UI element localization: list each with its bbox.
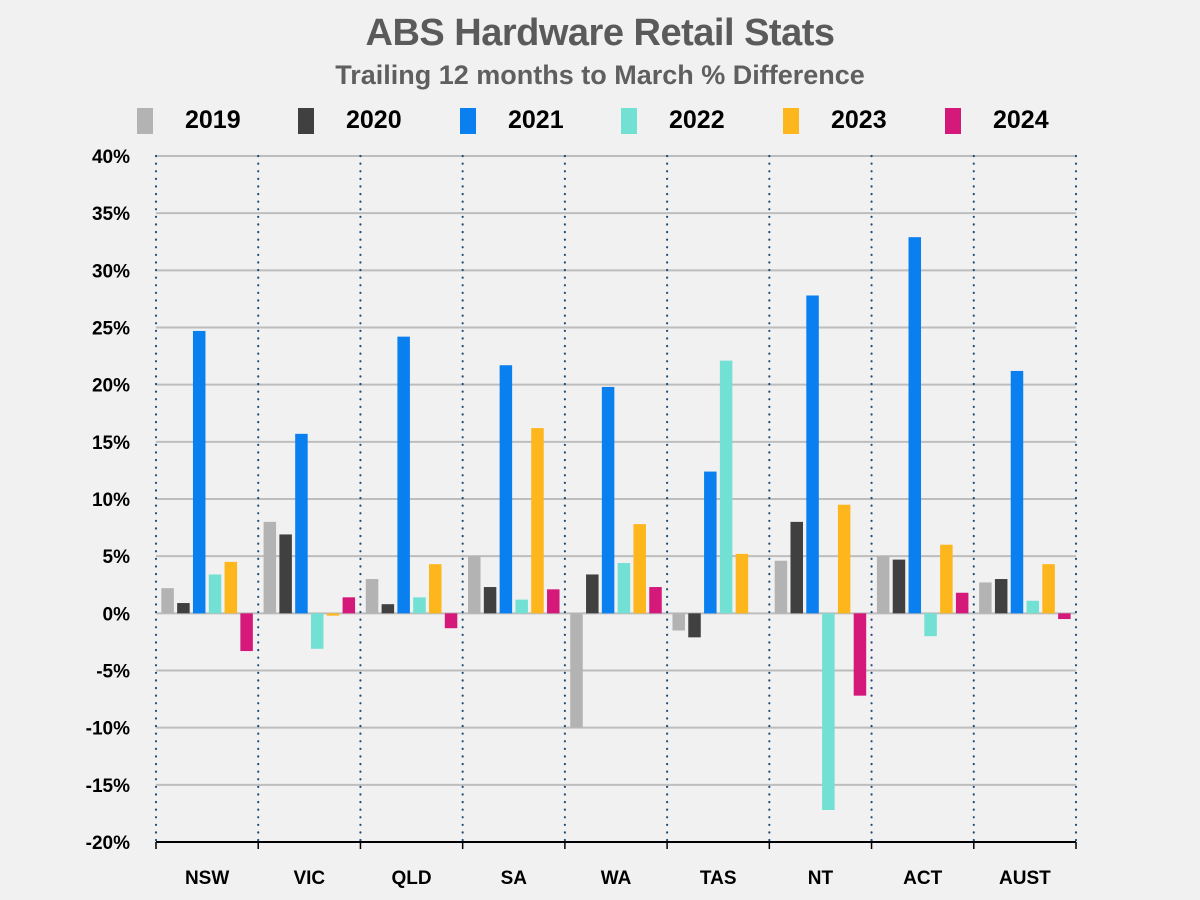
x-tick-label: SA xyxy=(501,868,528,889)
bar-2023-WA xyxy=(633,524,646,614)
bar-2021-ACT xyxy=(908,237,922,614)
bar-2020-QLD xyxy=(381,604,395,614)
bar-2023-QLD xyxy=(429,564,442,614)
bar-2019-SA xyxy=(468,556,481,614)
bar-2022-QLD xyxy=(413,597,426,614)
y-tick-label: -5% xyxy=(96,662,130,683)
x-tick-label: NT xyxy=(808,868,834,889)
bar-2020-SA xyxy=(483,587,497,614)
bar-2022-NSW xyxy=(208,574,222,614)
legend-label: 2021 xyxy=(508,106,564,134)
bar-2020-VIC xyxy=(279,534,292,614)
bar-2020-WA xyxy=(586,574,599,614)
bar-2021-VIC xyxy=(295,433,308,614)
y-tick-label: 35% xyxy=(92,204,130,225)
bar-2024-WA xyxy=(649,587,662,614)
gridlines xyxy=(156,155,1076,786)
bar-2019-QLD xyxy=(365,579,379,614)
x-tick-label: TAS xyxy=(700,868,737,889)
bar-2019-VIC xyxy=(263,521,277,614)
bars xyxy=(161,237,1071,810)
bar-2019-AUST xyxy=(979,582,992,614)
bar-2023-ACT xyxy=(940,544,953,614)
bar-2020-AUST xyxy=(994,579,1008,614)
bar-2021-SA xyxy=(499,365,513,614)
legend-label: 2022 xyxy=(669,106,725,134)
y-tick-labels: 40% 35% 30% 25% 20% 15% 10% 5% 0% -5% -10% -15% -20% xyxy=(86,147,130,854)
bar-2021-TAS xyxy=(704,471,717,614)
y-tick-label: 40% xyxy=(92,147,130,168)
bar-2024-QLD xyxy=(444,613,458,629)
bar-2021-AUST xyxy=(1010,370,1024,614)
x-tick-label: AUST xyxy=(999,868,1051,889)
bar-2019-WA xyxy=(570,613,583,728)
y-tick-label: -15% xyxy=(86,776,130,797)
bar-2023-NSW xyxy=(224,561,238,614)
bar-2022-WA xyxy=(617,563,631,614)
bar-2019-NSW xyxy=(161,588,174,614)
bar-2020-ACT xyxy=(892,559,906,614)
y-tick-label: 25% xyxy=(92,319,130,340)
legend-label: 2019 xyxy=(185,106,241,134)
bar-2024-VIC xyxy=(342,597,356,614)
bar-2022-SA xyxy=(515,599,528,614)
bar-2021-NT xyxy=(806,295,819,614)
category-separators xyxy=(154,154,1078,844)
y-tick-label: -20% xyxy=(86,833,130,854)
bar-2022-VIC xyxy=(310,613,324,649)
x-tick-label: WA xyxy=(601,868,632,889)
legend-swatch xyxy=(621,108,637,134)
bar-2023-VIC xyxy=(326,613,340,616)
legend-swatch xyxy=(298,108,314,134)
axes xyxy=(155,841,1077,849)
bar-2022-ACT xyxy=(924,613,937,637)
x-tick-label: QLD xyxy=(392,868,432,889)
bar-2023-AUST xyxy=(1042,564,1055,614)
bar-2022-AUST xyxy=(1026,600,1040,614)
legend-swatch xyxy=(137,108,153,134)
legend-label: 2023 xyxy=(831,106,887,134)
y-tick-label: 0% xyxy=(103,604,131,625)
bar-2023-SA xyxy=(531,428,544,614)
legend-swatch xyxy=(945,108,961,134)
bar-2024-NT xyxy=(853,613,867,696)
bar-2021-QLD xyxy=(397,336,410,614)
bar-2020-TAS xyxy=(688,613,701,638)
bar-2021-WA xyxy=(601,386,615,614)
bar-2020-NSW xyxy=(177,603,190,614)
bar-2022-TAS xyxy=(719,360,733,614)
bar-2019-ACT xyxy=(876,556,890,614)
chart-subtitle: Trailing 12 months to March % Difference xyxy=(335,60,865,90)
bar-2024-NSW xyxy=(240,613,253,652)
bar-2022-NT xyxy=(822,613,835,810)
legend-label: 2020 xyxy=(346,106,402,134)
bar-2023-NT xyxy=(837,504,851,614)
bar-2023-TAS xyxy=(735,553,749,614)
legend: 2019 2020 2021 2022 2023 2024 xyxy=(0,104,1200,138)
x-tick-label: VIC xyxy=(293,868,325,889)
bar-2021-NSW xyxy=(192,330,206,614)
legend-swatch xyxy=(783,108,799,134)
x-tick-label: ACT xyxy=(903,868,942,889)
y-tick-label: -10% xyxy=(86,719,130,740)
x-tick-label: NSW xyxy=(185,868,229,889)
bar-2019-NT xyxy=(774,560,788,614)
y-tick-label: 15% xyxy=(92,433,130,454)
legend-label: 2024 xyxy=(993,106,1049,134)
y-tick-label: 30% xyxy=(92,261,130,282)
y-tick-label: 10% xyxy=(92,490,130,511)
bar-2024-ACT xyxy=(955,592,969,614)
y-tick-label: 5% xyxy=(103,547,131,568)
y-tick-label: 20% xyxy=(92,376,130,397)
x-tick-labels: NSW VIC QLD SA WA TAS NT ACT AUST xyxy=(185,868,1051,889)
bar-2024-SA xyxy=(547,589,560,614)
legend-swatch xyxy=(460,108,476,134)
chart-title: ABS Hardware Retail Stats xyxy=(365,12,836,54)
bar-2020-NT xyxy=(790,521,803,614)
bar-2019-TAS xyxy=(672,613,685,631)
bar-2024-AUST xyxy=(1058,613,1071,620)
